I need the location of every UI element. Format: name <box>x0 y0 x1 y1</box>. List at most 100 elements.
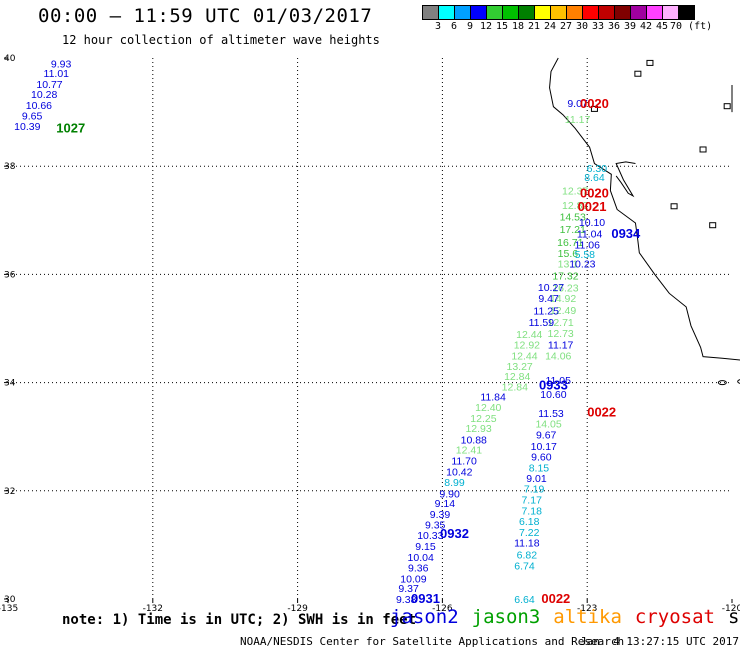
wave-height-label: 12.40 <box>475 402 501 414</box>
wave-height-label: 17.32 <box>552 270 578 282</box>
legend-tick-label: 9 <box>466 21 474 32</box>
wave-height-label: 12.84 <box>504 371 530 383</box>
island-outline <box>717 380 727 386</box>
legend-tick-label: 39 <box>623 21 637 32</box>
wave-height-label: 12.93 <box>465 423 491 435</box>
wave-height-label: 16.71 <box>557 237 583 249</box>
wave-height-label: 9.65 <box>22 110 43 122</box>
wave-height-label: 15.6 <box>558 248 579 260</box>
pass-time-label: 0022 <box>587 404 616 419</box>
wave-height-label: 9.15 <box>415 541 436 553</box>
pass-time-label: 0021 <box>578 199 607 214</box>
wave-height-label: 14.05 <box>535 419 561 431</box>
satellite-legend: jason2 jason3 altika cryosat s3a <box>390 606 740 628</box>
legend-tick-label: 27 <box>559 21 573 32</box>
wave-height-label: 6.18 <box>519 516 540 528</box>
legend-swatches <box>422 5 740 20</box>
wave-height-label: 8.99 <box>444 477 465 489</box>
legend-tick-label: 24 <box>543 21 557 32</box>
coastline <box>549 57 740 361</box>
wave-height-label: 9.60 <box>531 452 552 464</box>
legend-tick-label: 30 <box>575 21 589 32</box>
wave-height-label: 12.25 <box>470 413 496 425</box>
island-outline <box>737 379 740 384</box>
wave-height-label: 12.37 <box>562 186 588 198</box>
wave-height-label: 11.01 <box>44 68 70 80</box>
lat-axis-label: 40 <box>4 54 16 64</box>
lake-outline <box>699 146 707 153</box>
wave-height-label: 9.35 <box>425 519 446 531</box>
lat-axis-label: 34 <box>4 379 16 389</box>
wave-height-label: 11.84 <box>480 392 506 404</box>
wave-height-label: 7.17 <box>521 494 542 506</box>
legend-tick-label: 70 (ft) <box>670 21 713 32</box>
wave-height-label: 8.15 <box>529 463 550 475</box>
wave-height-label: 12.82 <box>562 200 588 212</box>
generated-timestamp: Jan 4 13:27:15 UTC 2017 <box>580 635 739 648</box>
pass-time-label: 1027 <box>56 120 85 135</box>
satellite-s3a: s3a <box>728 606 740 628</box>
wave-height-label: 12.44 <box>511 351 537 363</box>
pass-time-label: 0933 <box>539 377 568 392</box>
wave-height-label: 6.30 <box>587 163 608 175</box>
legend-tick-label: 42 <box>639 21 653 32</box>
lat-axis-label: 36 <box>4 270 16 280</box>
chart-subtitle: 12 hour collection of altimeter wave hei… <box>62 33 380 47</box>
lake-outline <box>634 70 642 77</box>
satellite-jason3: jason3 <box>471 606 541 628</box>
lon-axis-label: -129 <box>287 604 308 614</box>
wave-height-label: 10.42 <box>446 466 472 478</box>
pass-time-label: 0020 <box>580 185 609 200</box>
wave-height-label: 9.07 <box>567 98 588 110</box>
lake-outline <box>590 105 598 112</box>
footnote: note: 1) Time is in UTC; 2) SWH is in fe… <box>62 612 417 628</box>
wave-height-label: 9.67 <box>536 430 557 442</box>
legend-tick-label: 45 <box>655 21 669 32</box>
wave-height-label: 14.92 <box>550 293 576 305</box>
wave-height-label: 12.92 <box>514 340 540 352</box>
legend-tick-label: 36 <box>607 21 621 32</box>
wave-height-label: 10.27 <box>538 282 564 294</box>
lat-axis-label: 32 <box>4 487 15 497</box>
lake-outline <box>646 59 654 66</box>
lake-outline <box>709 222 717 229</box>
wave-height-label: 13.27 <box>506 361 532 373</box>
wave-height-label: 9.39 <box>430 509 451 521</box>
wave-height-label: 11.17 <box>548 340 574 352</box>
lon-axis-label: -126 <box>432 604 453 614</box>
wave-height-label: 7.19 <box>524 484 545 496</box>
wave-height-label: 13.1 <box>558 259 579 271</box>
legend-tick-label: 3 <box>434 21 442 32</box>
lat-axis-label: 30 <box>4 595 16 605</box>
wave-height-label: 11.53 <box>538 408 564 420</box>
wave-height-label: 7.22 <box>519 527 540 539</box>
lake-outline <box>670 203 678 210</box>
wave-height-label: 10.88 <box>461 434 487 446</box>
wave-height-label: 9.90 <box>439 489 460 501</box>
satellite-altika: altika <box>553 606 622 628</box>
wave-height-label: 8.64 <box>584 172 605 184</box>
legend-swatch <box>678 5 695 20</box>
wave-height-label: 14.53 <box>560 212 586 224</box>
wave-height-label: 14.06 <box>545 351 571 363</box>
legend-labels: 3 6 9 12 15 18 21 24 27 30 33 36 39 42 45 70 (ft) <box>422 20 740 32</box>
wave-height-label: 10.33 <box>417 530 443 542</box>
san-francisco-bay <box>615 161 636 198</box>
lon-axis-label: -123 <box>577 604 597 614</box>
wave-height-label: 17.21 <box>560 224 586 236</box>
credit-text: NOAA/NESDIS Center for Satellite Applica… <box>240 635 625 648</box>
lake-outline <box>723 103 731 110</box>
legend-tick-label: 21 <box>527 21 541 32</box>
pass-time-label: 0931 <box>411 591 440 606</box>
wave-height-label: 12.41 <box>456 445 482 457</box>
wave-height-label: 16.23 <box>552 282 578 294</box>
satellite-jason2: jason2 <box>390 606 459 628</box>
wave-height-label: 11.59 <box>529 317 555 329</box>
color-scale-legend: 3 6 9 12 15 18 21 24 27 30 33 36 39 42 45 70 (ft) <box>422 5 740 32</box>
wave-height-label: 7.18 <box>521 505 542 517</box>
lon-axis-label: -120 <box>722 604 740 614</box>
wave-height-label: 9.38 <box>396 594 417 606</box>
lon-axis-label: -135 <box>0 604 18 614</box>
wave-height-label: 10.66 <box>26 100 52 112</box>
